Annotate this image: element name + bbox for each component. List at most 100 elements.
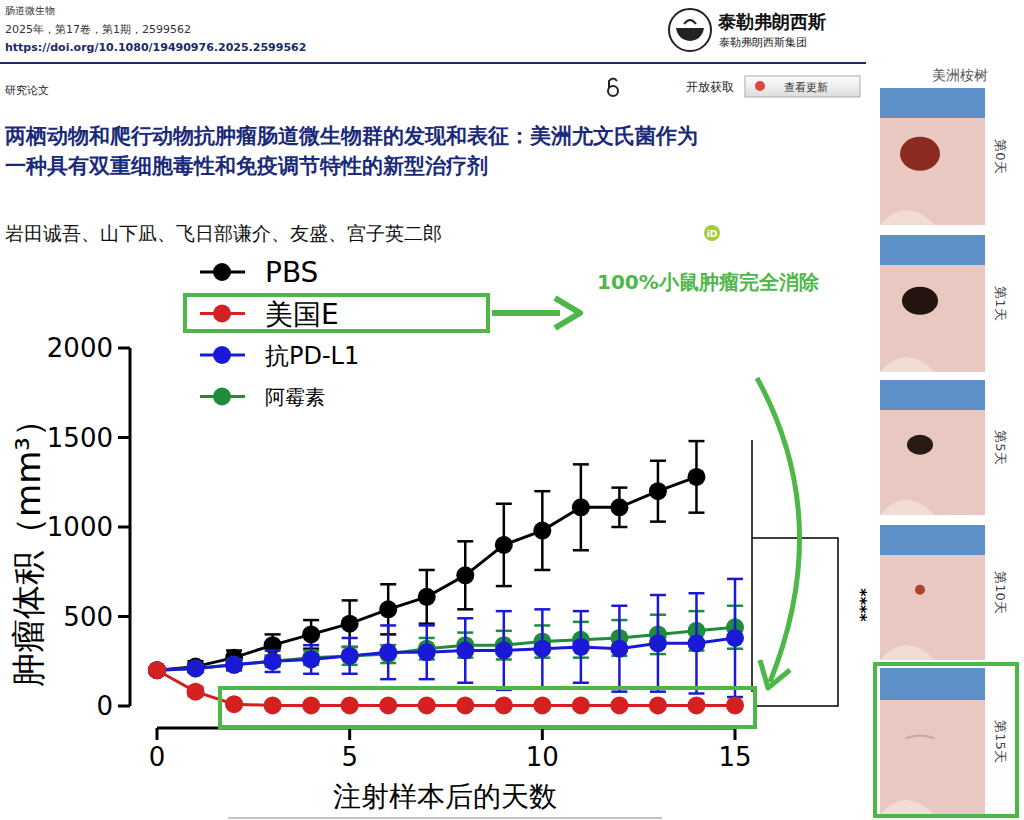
legend-marker (213, 305, 231, 323)
error-cap (303, 644, 319, 647)
error-cap (573, 549, 589, 552)
error-cap (457, 540, 473, 543)
text: 第0天 (993, 139, 1008, 173)
plot-area (148, 441, 744, 714)
error-cap (380, 583, 396, 586)
photo-panel: 美洲桉树第0天第1天第5天第10天第15天 (875, 67, 1017, 816)
marker (456, 642, 474, 660)
legend-entry: 美国E (200, 298, 339, 331)
error-cap (419, 624, 435, 627)
error-cap (534, 608, 550, 611)
error-bar (727, 579, 743, 697)
text: 第10天 (993, 571, 1008, 614)
y-tick (118, 436, 130, 439)
marker (418, 696, 436, 714)
text: 岩田诚吾、山下凪、飞日部谦介、友盛、宫子英二郎 (5, 222, 442, 244)
error-bar (534, 491, 550, 570)
orcid-icon (704, 225, 720, 241)
curved-arrow (757, 378, 800, 682)
x-tick (734, 728, 737, 740)
tumor (907, 435, 933, 455)
tumor (902, 287, 938, 315)
open-access-icon (608, 79, 618, 97)
marker (572, 696, 590, 714)
text: 肠道微生物 (5, 5, 55, 16)
text: 2000 (47, 333, 113, 363)
button-box[interactable] (745, 76, 860, 97)
text: 5 (341, 742, 358, 772)
marker (225, 695, 243, 713)
text: 2025年，第17卷，第1期，2599562 (5, 23, 191, 36)
curved-arrow-head (760, 660, 790, 688)
skin (880, 668, 985, 815)
drape (880, 668, 985, 700)
error-bar (534, 609, 550, 688)
photo (880, 88, 985, 225)
photo (880, 380, 985, 515)
text: 一种具有双重细胞毒性和免疫调节特性的新型治疗剂 (5, 154, 488, 178)
error-cap (457, 681, 473, 684)
error-cap (342, 673, 358, 676)
error-cap (611, 605, 627, 608)
error-bar (303, 620, 319, 649)
x-tick (541, 728, 544, 740)
highlight-box (875, 664, 1017, 816)
error-cap (265, 671, 281, 674)
error-cap (342, 637, 358, 640)
text: iD (707, 229, 718, 239)
marker (572, 638, 590, 656)
marker (533, 522, 551, 540)
marker (456, 566, 474, 584)
text: 第1天 (993, 286, 1008, 320)
marker (341, 615, 359, 633)
marker (495, 536, 513, 554)
marker (495, 642, 513, 660)
drape (880, 235, 985, 265)
text: 500 (63, 602, 113, 632)
marker (533, 640, 551, 658)
photo (880, 525, 985, 660)
text: PBS (265, 256, 318, 289)
header: 肠道微生物2025年，第17卷，第1期，2599562https://doi.o… (0, 5, 866, 244)
error-bar (457, 541, 473, 609)
error-cap (650, 460, 666, 463)
error-cap (303, 673, 319, 676)
photo (880, 235, 985, 372)
text: 100%小鼠肿瘤完全消除 (597, 270, 820, 294)
text: 阿霉素 (265, 385, 325, 409)
error-cap (457, 608, 473, 611)
error-cap (650, 520, 666, 523)
error-cap (573, 681, 589, 684)
skin (880, 235, 985, 372)
text: 美国E (265, 298, 339, 331)
marker (379, 643, 397, 661)
marker (187, 659, 205, 677)
marker (187, 683, 205, 701)
error-cap (573, 463, 589, 466)
error-cap (496, 502, 512, 505)
text: 10 (526, 742, 559, 772)
error-cap (380, 678, 396, 681)
error-cap (265, 633, 281, 636)
error-bar (419, 625, 435, 679)
marker (264, 696, 282, 714)
error-bar (419, 570, 435, 624)
error-cap (688, 511, 704, 514)
paw (880, 210, 935, 225)
update-button: 查看更新 (745, 76, 860, 97)
error-cap (688, 692, 704, 695)
error-cap (534, 490, 550, 493)
marker (495, 696, 513, 714)
marker (225, 656, 243, 674)
series-highlight (220, 688, 755, 727)
text: 15 (718, 742, 751, 772)
paw (880, 645, 935, 660)
background (0, 0, 1024, 820)
scar (905, 736, 935, 739)
series (148, 579, 744, 697)
y-tick (118, 705, 130, 708)
error-bar (688, 593, 704, 693)
error-bar (457, 618, 473, 682)
marker (456, 696, 474, 714)
paw (880, 357, 935, 372)
